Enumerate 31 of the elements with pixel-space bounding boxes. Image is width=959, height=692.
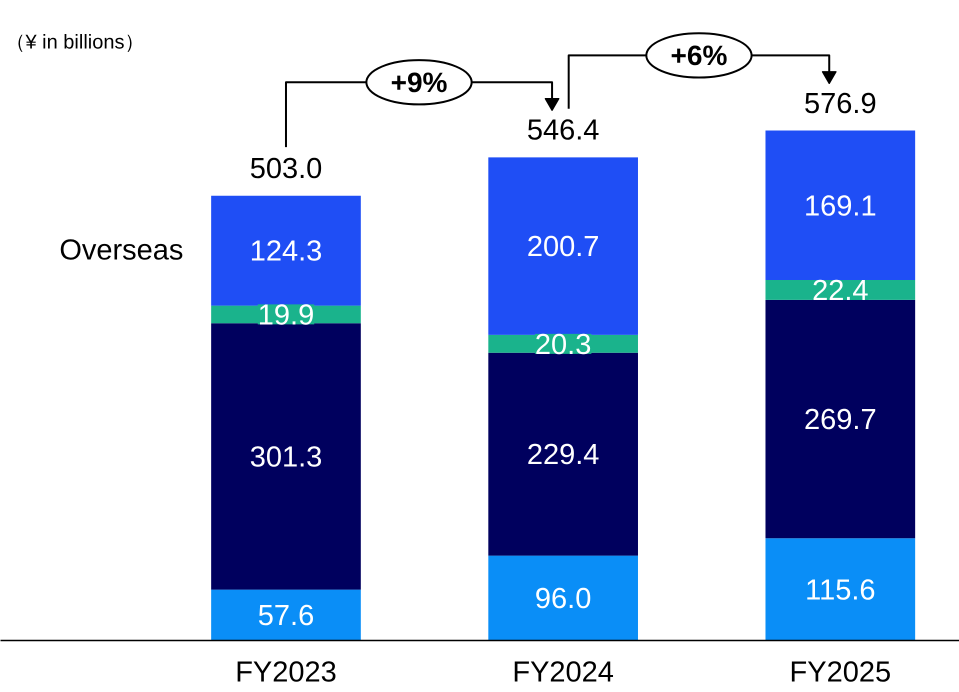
bar [765,130,916,280]
x-tick-label: FY2023 [235,656,337,688]
x-tick-label: FY2025 [790,656,892,688]
bar [765,538,916,640]
data-label: 22.4 [812,274,869,307]
data-label: 169.1 [804,190,877,222]
total-label: 503.0 [250,153,322,186]
bar [488,352,638,556]
data-label: 20.3 [534,328,592,361]
bar [211,590,361,640]
data-label: 269.7 [804,404,877,436]
text: +9% [390,66,448,98]
data-label: 200.7 [526,231,600,264]
total-label: 576.9 [804,88,877,120]
bar [211,323,361,590]
data-label: 19.9 [258,299,314,332]
data-label: 229.4 [526,439,600,472]
data-label: 96.0 [534,583,592,616]
data-label: 124.3 [250,236,322,268]
text: +6% [670,40,728,71]
bar [211,196,361,306]
x-tick-label: FY2024 [512,656,614,688]
series-label: Overseas [59,234,184,267]
data-label: 57.6 [258,600,314,632]
bar [765,300,916,538]
bar [488,157,638,335]
data-label: 301.3 [250,441,322,474]
data-label: 115.6 [805,574,876,606]
bar [488,556,638,640]
text: （¥ in billions） [6,32,144,54]
total-label: 546.4 [526,114,600,147]
